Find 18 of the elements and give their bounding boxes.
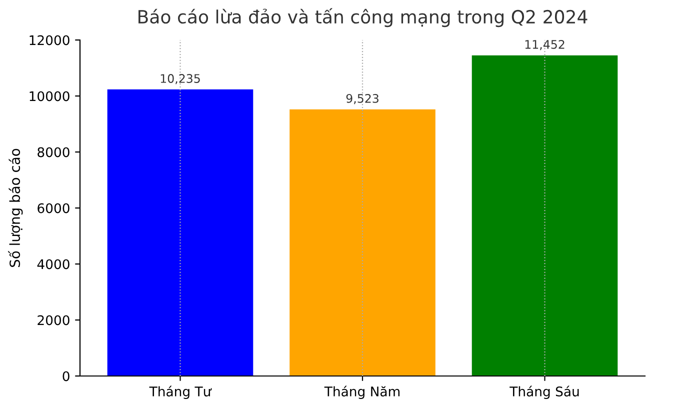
x-tick-label: Tháng Năm (324, 386, 400, 400)
y-tick-label: 6000 (38, 203, 70, 214)
y-tick-label: 0 (62, 371, 70, 382)
data-label: 11,452 (525, 40, 564, 50)
y-tick-label: 10000 (30, 91, 70, 102)
y-axis-title: Số lượng báo cáo (8, 148, 23, 267)
data-label: 10,235 (160, 74, 200, 84)
bar (107, 89, 254, 376)
bar (290, 109, 436, 376)
chart-title: Báo cáo lừa đảo và tấn công mạng trong Q2 2024 (138, 8, 588, 28)
x-tick-label: Tháng Sáu (510, 386, 579, 400)
y-tick-label: 4000 (37, 259, 70, 270)
y-tick-label: 2000 (38, 315, 70, 326)
bar (472, 55, 618, 376)
data-label: 9,523 (346, 94, 378, 104)
y-tick-label: 8000 (38, 147, 70, 158)
y-tick-label: 12000 (30, 35, 70, 46)
x-tick-label: Tháng Tư (149, 386, 212, 400)
